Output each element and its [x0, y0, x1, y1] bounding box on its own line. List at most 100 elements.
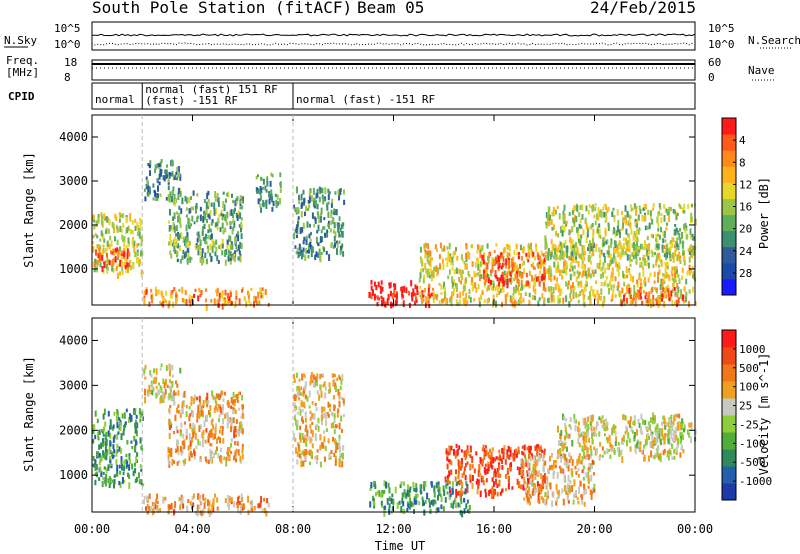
data-cell — [568, 433, 571, 439]
data-cell — [210, 221, 213, 226]
data-cell — [661, 430, 664, 437]
data-cell — [308, 449, 311, 456]
data-cell — [618, 262, 620, 267]
data-cell — [228, 503, 231, 511]
data-cell — [601, 454, 604, 458]
data-cell — [221, 407, 224, 415]
data-cell — [189, 440, 192, 447]
data-cell — [466, 509, 469, 514]
data-cell — [605, 215, 608, 222]
data-cell — [261, 287, 264, 291]
data-cell — [570, 255, 573, 262]
data-cell — [470, 245, 473, 248]
data-cell — [606, 448, 609, 454]
data-cell — [495, 242, 498, 247]
data-cell — [123, 412, 126, 419]
data-cell — [491, 268, 494, 273]
data-cell — [402, 300, 405, 308]
data-cell — [614, 294, 617, 298]
data-cell — [577, 281, 580, 286]
data-cell — [317, 252, 320, 258]
data-cell — [597, 293, 600, 300]
data-cell — [502, 258, 505, 262]
colorbar-swatch — [722, 278, 736, 296]
data-cell — [568, 255, 571, 261]
data-cell — [305, 449, 308, 455]
data-cell — [313, 380, 315, 387]
colorbar-swatch — [722, 364, 736, 382]
data-cell — [573, 285, 576, 291]
data-cell — [322, 384, 325, 388]
data-cell — [258, 504, 261, 509]
data-cell — [604, 267, 607, 274]
data-cell — [143, 499, 146, 505]
data-cell — [131, 219, 134, 225]
data-cell — [120, 433, 123, 440]
data-cell — [109, 478, 112, 485]
data-cell — [179, 259, 182, 264]
data-cell — [324, 392, 327, 399]
data-cell — [276, 194, 279, 200]
data-cell — [320, 187, 323, 193]
data-cell — [337, 408, 340, 413]
data-cell — [585, 280, 587, 285]
data-cell — [583, 294, 586, 298]
data-cell — [652, 301, 655, 307]
data-cell — [578, 212, 581, 217]
data-cell — [512, 292, 515, 297]
data-cell — [116, 421, 119, 429]
data-cell — [120, 256, 123, 262]
data-cell — [577, 473, 580, 478]
data-cell — [139, 236, 142, 241]
data-cell — [509, 278, 512, 283]
data-cell — [592, 271, 595, 277]
data-cell — [152, 183, 155, 188]
data-cell — [111, 451, 114, 457]
data-cell — [572, 272, 575, 277]
data-cell — [496, 254, 499, 259]
data-cell — [600, 281, 603, 287]
data-cell — [614, 256, 617, 263]
data-cell — [653, 286, 656, 290]
data-cell — [414, 488, 417, 493]
data-cell — [305, 235, 308, 240]
data-cell — [560, 226, 563, 233]
data-cell — [316, 230, 319, 234]
data-cell — [188, 240, 191, 246]
data-cell — [98, 453, 101, 458]
data-cell — [459, 509, 462, 516]
data-cell — [596, 263, 599, 269]
data-cell — [393, 289, 396, 296]
data-cell — [623, 281, 626, 287]
data-cell — [548, 265, 551, 270]
data-cell — [589, 298, 592, 306]
data-cell — [678, 233, 681, 240]
beam-label: Beam 05 — [357, 0, 425, 17]
data-cell — [426, 254, 429, 262]
data-cell — [296, 424, 299, 431]
data-cell — [461, 258, 464, 262]
data-cell — [369, 487, 372, 491]
data-cell — [651, 218, 654, 225]
data-cell — [266, 176, 269, 184]
data-cell — [202, 399, 205, 407]
data-cell — [559, 448, 562, 453]
data-cell — [557, 299, 560, 304]
data-cell — [227, 191, 230, 198]
data-cell — [165, 300, 168, 304]
data-cell — [162, 175, 165, 180]
data-cell — [314, 425, 317, 430]
data-cell — [427, 287, 430, 294]
data-cell — [225, 218, 228, 223]
data-cell — [305, 248, 308, 255]
data-cell — [605, 437, 608, 441]
data-cell — [332, 395, 335, 400]
data-cell — [318, 186, 321, 191]
data-cell — [209, 411, 212, 418]
data-cell — [494, 260, 497, 266]
data-cell — [193, 293, 196, 298]
data-cell — [532, 251, 535, 257]
data-cell — [679, 294, 682, 299]
data-cell — [629, 222, 632, 229]
